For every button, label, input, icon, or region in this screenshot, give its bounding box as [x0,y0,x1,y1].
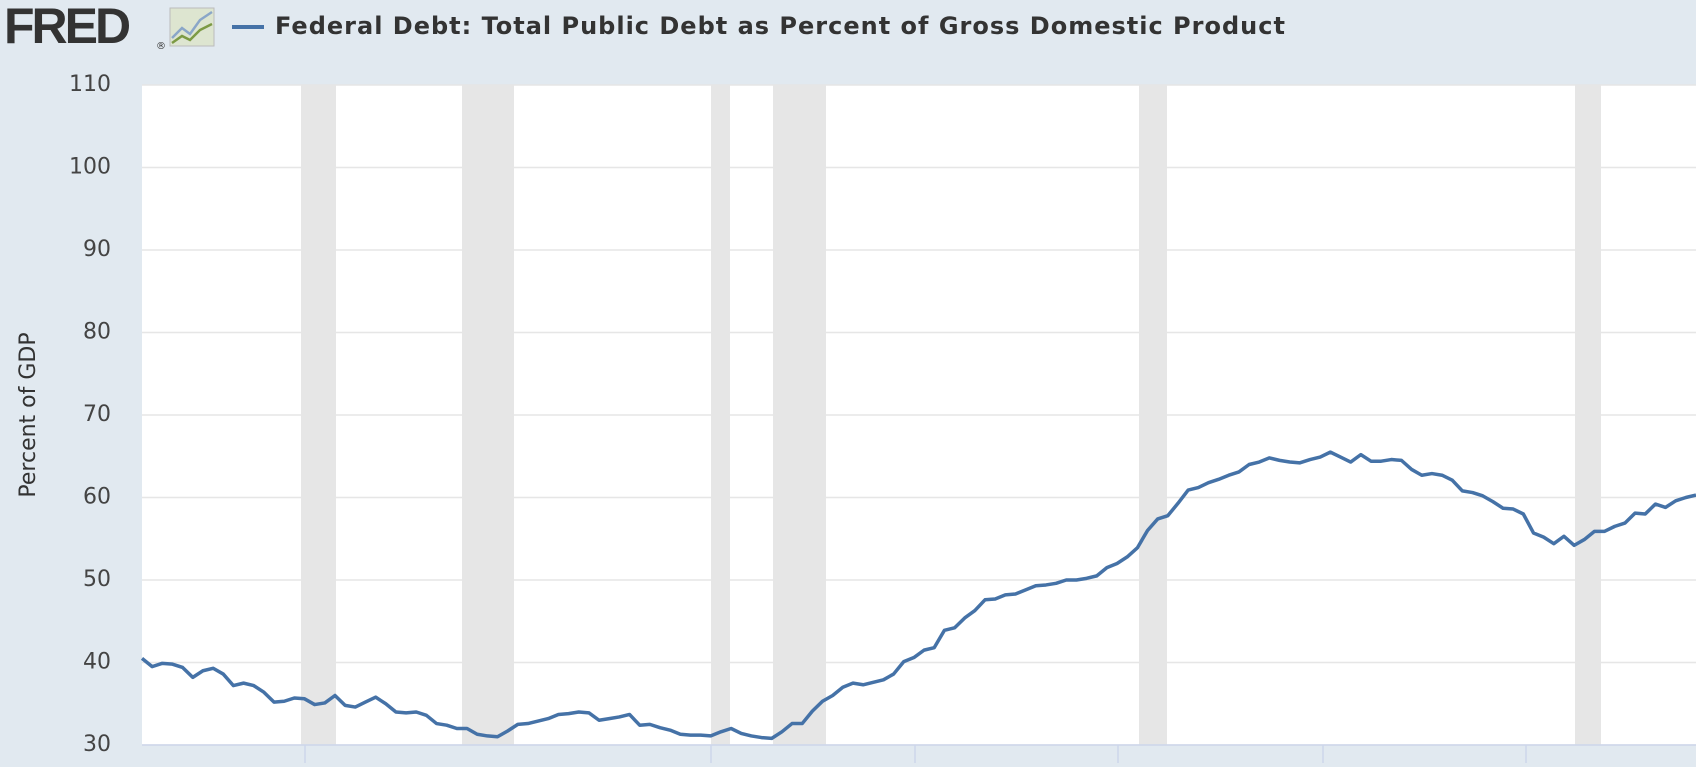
data-line [140,450,1696,741]
y-tick-label: 80 [83,320,111,345]
y-tick-label: 70 [83,402,111,427]
y-tick-label: 100 [69,155,111,180]
logo: FRED [4,0,130,54]
y-tick-label: 90 [83,237,111,262]
y-tick-label: 60 [83,485,111,510]
y-tick-label: 30 [83,732,111,757]
plot-area [142,84,1696,746]
y-tick-label: 110 [69,72,111,97]
y-tick-label: 40 [83,650,111,675]
y-tick-label: 50 [83,567,111,592]
y-axis-label: Percent of GDP [16,332,41,497]
legend-label: Federal Debt: Total Public Debt as Perce… [275,12,1286,40]
logo-registered: ® [156,41,166,52]
logo-icon [169,7,215,47]
